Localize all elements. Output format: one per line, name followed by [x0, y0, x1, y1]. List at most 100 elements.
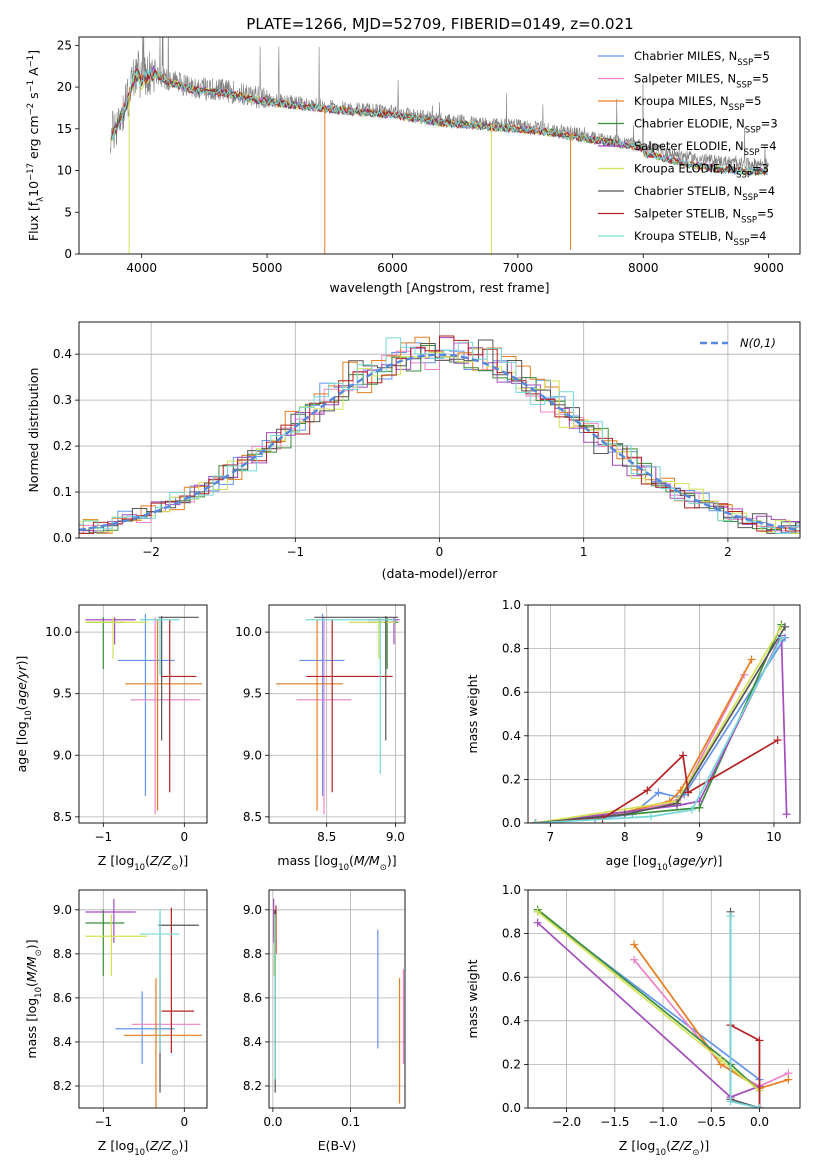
legend-sub: SSP [745, 126, 761, 136]
y-tick-label: 0.6 [502, 685, 521, 699]
x-tick-label: −0.5 [697, 1115, 726, 1129]
text-span: s [26, 92, 41, 103]
text-span: )] [14, 656, 29, 666]
x-axis-label: (data-model)/error [382, 566, 499, 581]
text-span: 10 [26, 181, 41, 197]
text-span: ⊙ [171, 1148, 178, 1158]
x-tick-label: −2.0 [552, 1115, 581, 1129]
text-span: ( [666, 1138, 671, 1153]
legend-label: Kroupa MILES, NSSP=5 [634, 94, 761, 113]
y-tick-label: 8.5 [243, 810, 262, 824]
y-tick-label: 8.2 [53, 1079, 72, 1093]
text-span: 10 [24, 710, 34, 721]
legend-series-name: Salpeter STELIB, N [634, 207, 741, 221]
legend-series-name: Salpeter ELODIE, N [634, 139, 744, 153]
text-span: M/M [354, 853, 380, 868]
legend-sub: SSP [736, 171, 752, 181]
text-span: ( [668, 853, 673, 868]
text-span: )] [387, 853, 397, 868]
y-axis-label: Flux [fλ10−17 erg cm−2 s−1 A−1] [26, 50, 46, 241]
y-tick-label: 0.0 [53, 531, 72, 545]
weight-marker [726, 912, 735, 921]
spectrum-model-line [111, 69, 769, 176]
y-tick-label: 0.2 [53, 439, 72, 453]
x-tick-label: 4000 [126, 261, 157, 275]
y-tick-label: 8.5 [53, 810, 72, 824]
x-axis-label: Z [log10(Z/Z⊙)] [619, 1138, 709, 1158]
x-tick-label: 7000 [503, 261, 534, 275]
y-tick-label: 1.0 [502, 883, 521, 897]
weight-marker [673, 799, 682, 808]
y-tick-label: 8.2 [243, 1079, 262, 1093]
legend-label: Salpeter MILES, NSSP=5 [634, 72, 769, 91]
legend-label: Salpeter STELIB, NSSP=5 [634, 207, 774, 226]
legend-sub: SSP [742, 193, 758, 203]
legend-label: Chabrier STELIB, NSSP=4 [634, 184, 775, 203]
x-tick-label: 0 [436, 545, 444, 559]
x-tick-label: 9000 [753, 261, 784, 275]
legend-series-name: Kroupa STELIB, N [634, 229, 734, 243]
x-axis-label: E(B-V) [318, 1138, 357, 1153]
text-span: ⊙ [380, 863, 387, 873]
axes-frame [78, 321, 801, 539]
x-tick-label: 0 [180, 1115, 188, 1129]
text-span: λ [36, 197, 46, 202]
text-span: −17 [26, 163, 36, 181]
text-span: 10 [657, 863, 668, 873]
legend-sub: SSP [737, 58, 753, 68]
text-span: )] [24, 939, 39, 949]
text-span: ] [26, 50, 41, 55]
y-tick-label: 0.4 [502, 1014, 521, 1028]
weight-marker [533, 918, 542, 927]
weight-marker [777, 633, 786, 642]
y-tick-label: 9.0 [243, 748, 262, 762]
spectrum-axes: 4000 5000 6000 7000 8000 9000 0 5 10 15 20 25 [57, 38, 784, 275]
x-tick-label: 7 [547, 830, 555, 844]
weight-marker [755, 1036, 764, 1045]
legend-label: N(0,1) [740, 336, 776, 350]
y-axis-label: age [log10(age/yr)] [14, 656, 34, 773]
weight-marker [684, 788, 693, 797]
legend-nssp: =5 [753, 49, 770, 63]
text-span: age/yr [673, 853, 714, 868]
legend-series-name: Chabrier MILES, N [634, 49, 737, 63]
weight-line [535, 637, 783, 823]
spectrum-data-line [110, 37, 769, 170]
y-tick-label: 25 [57, 38, 72, 52]
y-tick-label: 0.4 [502, 729, 521, 743]
text-span: age [log [14, 721, 29, 772]
x-tick-label: 0 [180, 830, 188, 844]
y-tick-label: 10.0 [235, 625, 262, 639]
weight-marker [630, 955, 639, 964]
y-axis-label: mass [log10(M/M⊙)] [24, 939, 44, 1058]
legend-nssp: =5 [757, 207, 774, 221]
x-tick-label: 8000 [628, 261, 659, 275]
text-span: −2 [26, 103, 36, 116]
y-tick-label: 8.8 [53, 947, 72, 961]
weight-marker [716, 1056, 725, 1065]
text-span: Z [log [98, 1138, 134, 1153]
normal-curve [78, 353, 801, 532]
legend-series-name: Kroupa ELODIE, N [634, 162, 736, 176]
y-tick-label: 9.0 [53, 903, 72, 917]
text-span: E(B-V) [318, 1138, 357, 1153]
legend-nssp: =3 [761, 117, 778, 131]
text-span: Z/Z [670, 1138, 693, 1153]
legend-nssp: =4 [758, 184, 775, 198]
x-tick-label: 8 [621, 830, 629, 844]
x-tick-label: 9.0 [386, 830, 405, 844]
legend-label: Chabrier ELODIE, NSSP=3 [634, 117, 778, 136]
y-tick-label: 0.3 [53, 393, 72, 407]
text-span: Z [log [619, 1138, 655, 1153]
axes-frame [527, 604, 801, 824]
text-span: )] [178, 1138, 188, 1153]
x-axis-label: age [log10(age/yr)] [606, 853, 723, 873]
weight-marker [654, 788, 663, 797]
y-tick-label: 8.4 [243, 1035, 262, 1049]
y-tick-label: 8.8 [243, 947, 262, 961]
y-tick-label: 10.0 [45, 625, 72, 639]
x-tick-label: 6000 [377, 261, 408, 275]
axes-frame [268, 604, 406, 824]
weight-marker [773, 736, 782, 745]
